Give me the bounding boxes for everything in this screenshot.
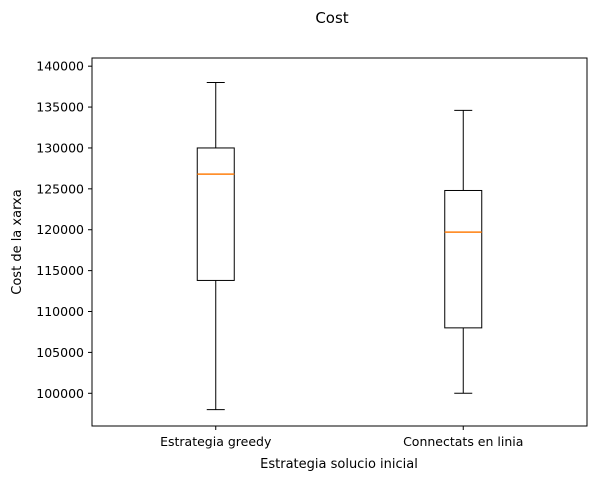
y-tick-label: 130000 xyxy=(36,140,84,155)
iqr-box xyxy=(444,189,483,329)
y-tick-label: 115000 xyxy=(36,263,84,278)
x-axis: Estrategia greedy Connectats en linia xyxy=(160,426,523,449)
y-tick-label: 105000 xyxy=(36,345,84,360)
y-tick-label: 110000 xyxy=(36,304,84,319)
y-tick-label: 125000 xyxy=(36,181,84,196)
iqr-box xyxy=(196,147,235,281)
plot-area-frame xyxy=(91,57,588,427)
box-1 xyxy=(196,82,235,411)
box-series xyxy=(196,82,483,411)
y-tick-label: 140000 xyxy=(36,59,84,74)
box-2 xyxy=(444,109,483,394)
x-tick-label: Estrategia greedy xyxy=(160,434,272,449)
y-tick-label: 100000 xyxy=(36,386,84,401)
y-axis-label: Cost de la xarxa xyxy=(10,189,25,294)
x-tick-label: Connectats en linia xyxy=(403,434,523,449)
y-tick-label: 120000 xyxy=(36,222,84,237)
x-axis-label: Estrategia solucio inicial xyxy=(260,457,418,472)
chart-title: Cost xyxy=(315,9,348,27)
y-tick-label: 135000 xyxy=(36,100,84,115)
y-axis: 100000 105000 110000 115000 120000 125000 1300… xyxy=(36,59,92,401)
